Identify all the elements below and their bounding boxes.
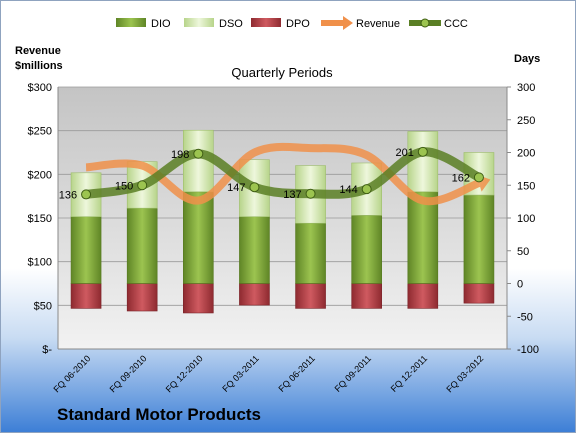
category-label: FQ 12-2011 xyxy=(389,353,430,394)
legend-label-dio: DIO xyxy=(151,18,171,30)
dpo-bar xyxy=(126,283,158,312)
category-label: FQ 03-2012 xyxy=(444,353,485,394)
chart-title: Quarterly Periods xyxy=(231,65,333,80)
left-tick-label: $- xyxy=(42,344,52,356)
revenue-line xyxy=(85,142,481,206)
ccc-data-label: 136 xyxy=(59,189,77,201)
left-tick-label: $50 xyxy=(34,300,52,312)
legend-label-ccc: CCC xyxy=(444,18,468,30)
lines-group: 136 150 198 147 137 144 201 162 xyxy=(59,142,491,206)
dio-bar xyxy=(463,194,495,284)
bars-group xyxy=(70,129,495,314)
dio-bar xyxy=(239,216,270,284)
right-axis-label: Days xyxy=(514,53,540,65)
left-tick-label: $150 xyxy=(28,213,52,225)
ccc-data-label: 147 xyxy=(227,182,245,194)
dio-bar xyxy=(183,191,214,284)
right-tick-label: 100 xyxy=(517,213,535,225)
right-tick-label: -50 xyxy=(517,311,533,323)
ccc-data-label: 201 xyxy=(395,147,413,159)
right-tick-label: 200 xyxy=(517,148,535,160)
dpo-bar xyxy=(295,283,326,309)
left-axis-label-line2: $millions xyxy=(15,60,63,72)
dio-bar xyxy=(126,207,158,284)
ccc-marker xyxy=(137,180,148,191)
left-tick-label: $300 xyxy=(28,82,52,94)
right-tick-label: 50 xyxy=(517,246,529,258)
category-label: FQ 06-2011 xyxy=(276,353,317,394)
left-tick-label: $250 xyxy=(28,126,52,138)
category-label: FQ 06-2010 xyxy=(51,353,92,394)
category-label: FQ 12-2010 xyxy=(164,353,205,394)
category-label: FQ 09-2010 xyxy=(108,353,149,394)
dpo-bar xyxy=(463,283,495,304)
ccc-marker xyxy=(305,188,316,199)
dio-bar xyxy=(295,222,326,284)
dio-bar xyxy=(407,191,439,284)
right-tick-label: 300 xyxy=(517,82,535,94)
left-tick-label: $200 xyxy=(28,169,52,181)
dio-bar xyxy=(351,215,382,284)
ccc-data-label: 150 xyxy=(115,180,133,192)
ccc-data-label: 162 xyxy=(452,172,470,184)
dpo-bar xyxy=(407,283,439,309)
legend-label-revenue: Revenue xyxy=(356,18,400,30)
ccc-marker xyxy=(417,146,428,157)
legend: DIO DSO DPO Revenue CCC xyxy=(116,16,468,30)
dpo-bar xyxy=(183,283,214,314)
ccc-data-label: 198 xyxy=(171,149,189,161)
ccc-marker xyxy=(361,184,372,195)
category-label: FQ 09-2011 xyxy=(333,353,374,394)
ccc-marker xyxy=(81,189,92,200)
legend-marker-ccc xyxy=(420,18,430,28)
right-tick-label: 250 xyxy=(517,115,535,127)
legend-arrowhead-revenue xyxy=(343,16,353,30)
left-tick-label: $100 xyxy=(28,257,52,269)
right-tick-label: 150 xyxy=(517,180,535,192)
legend-swatch-dso xyxy=(184,18,214,27)
dpo-bar xyxy=(239,283,270,306)
category-label: FQ 03-2011 xyxy=(220,353,261,394)
ccc-data-label: 144 xyxy=(339,184,357,196)
company-name: Standard Motor Products xyxy=(57,405,262,424)
ccc-marker xyxy=(473,172,484,183)
right-tick-label: -100 xyxy=(517,344,539,356)
ccc-marker xyxy=(249,182,260,193)
ccc-marker xyxy=(193,148,204,159)
legend-label-dso: DSO xyxy=(219,18,243,30)
ccc-data-label: 137 xyxy=(283,189,301,201)
dio-bar xyxy=(70,216,102,284)
left-axis-label-line1: Revenue xyxy=(15,45,61,57)
legend-label-dpo: DPO xyxy=(286,18,310,30)
dso-bar xyxy=(407,131,439,193)
dpo-bar xyxy=(70,283,102,309)
dpo-bar xyxy=(351,283,382,309)
legend-swatch-dpo xyxy=(251,18,281,27)
legend-swatch-dio xyxy=(116,18,146,27)
right-tick-label: 0 xyxy=(517,279,523,291)
